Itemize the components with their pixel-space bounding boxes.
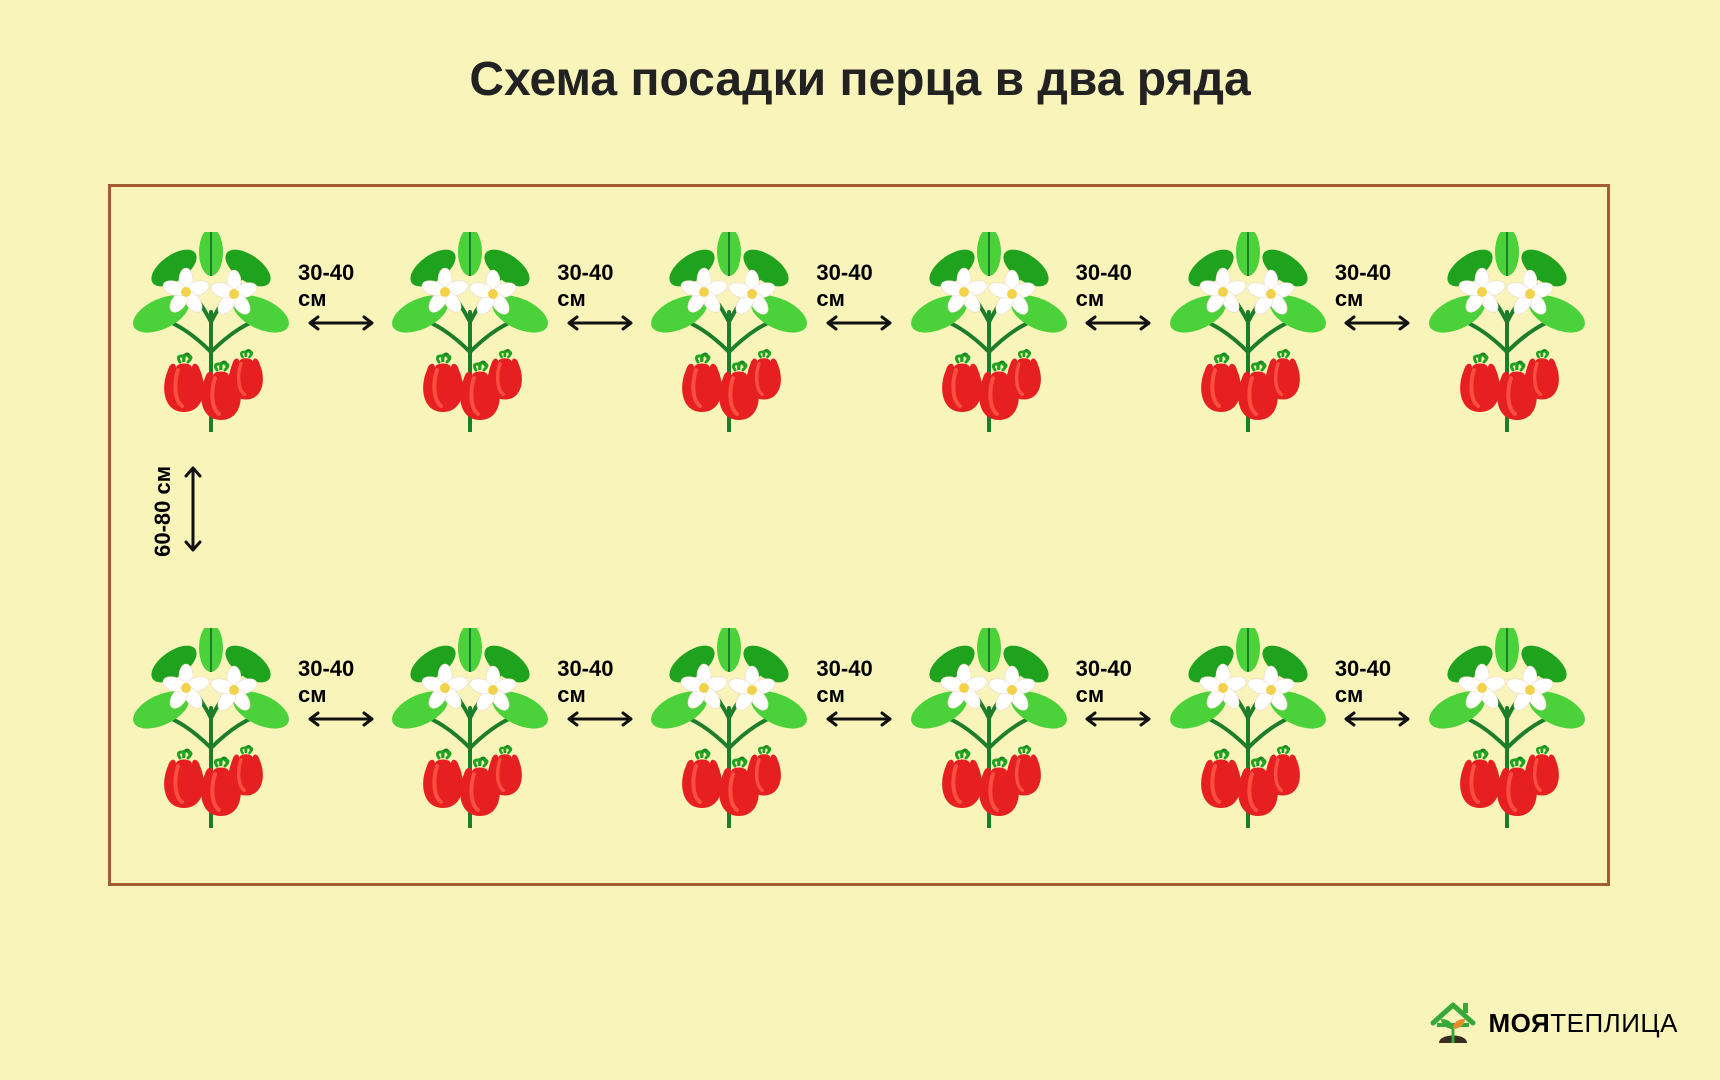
plant-spacing-label: 30-40 см [816,656,901,708]
pepper-plant-icon [126,628,296,833]
pepper-plant-icon [385,628,555,833]
horizontal-arrow-icon [306,710,376,733]
plant-spacing-indicator: 30-40 см [1076,656,1161,733]
logo: МОЯТЕПЛИЦА [1425,993,1678,1054]
row-spacing-indicator: 60-80 см [150,464,204,559]
pepper-plant-icon [904,628,1074,833]
logo-text-secondary: ТЕПЛИЦА [1550,1008,1678,1038]
plant-spacing-label: 30-40 см [1335,260,1420,312]
horizontal-arrow-icon [565,710,635,733]
plant-spacing-label: 30-40 см [298,260,383,312]
vertical-arrow-icon [182,464,204,559]
plant-spacing-label: 30-40 см [816,260,901,312]
plant-spacing-label: 30-40 см [557,656,642,708]
horizontal-arrow-icon [1342,314,1412,337]
plant-row-2: 30-40 см [108,630,1610,830]
horizontal-arrow-icon [824,710,894,733]
plant-spacing-indicator: 30-40 см [1335,656,1420,733]
horizontal-arrow-icon [1083,314,1153,337]
horizontal-arrow-icon [1083,710,1153,733]
plant-spacing-indicator: 30-40 см [557,260,642,337]
logo-icon [1425,993,1481,1054]
plant-spacing-indicator: 30-40 см [816,656,901,733]
plant-spacing-label: 30-40 см [557,260,642,312]
pepper-plant-icon [126,232,296,437]
horizontal-arrow-icon [824,314,894,337]
plant-spacing-indicator: 30-40 см [298,260,383,337]
pepper-plant-icon [644,628,814,833]
logo-text-main: МОЯ [1489,1008,1551,1038]
horizontal-arrow-icon [565,314,635,337]
pepper-plant-icon [385,232,555,437]
plant-spacing-indicator: 30-40 см [298,656,383,733]
plant-spacing-label: 30-40 см [298,656,383,708]
plant-spacing-indicator: 30-40 см [1335,260,1420,337]
page-title: Схема посадки перца в два ряда [0,52,1720,107]
pepper-plant-icon [1422,232,1592,437]
horizontal-arrow-icon [1342,710,1412,733]
plant-spacing-label: 30-40 см [1076,260,1161,312]
plant-spacing-label: 30-40 см [1335,656,1420,708]
plant-spacing-label: 30-40 см [1076,656,1161,708]
plant-spacing-indicator: 30-40 см [816,260,901,337]
row-spacing-label: 60-80 см [150,466,176,557]
logo-text: МОЯТЕПЛИЦА [1489,1008,1678,1039]
plant-row-1: 30-40 см [108,234,1610,434]
plant-spacing-indicator: 30-40 см [1076,260,1161,337]
plant-spacing-indicator: 30-40 см [557,656,642,733]
pepper-plant-icon [1422,628,1592,833]
pepper-plant-icon [644,232,814,437]
pepper-plant-icon [904,232,1074,437]
pepper-plant-icon [1163,232,1333,437]
horizontal-arrow-icon [306,314,376,337]
pepper-plant-icon [1163,628,1333,833]
